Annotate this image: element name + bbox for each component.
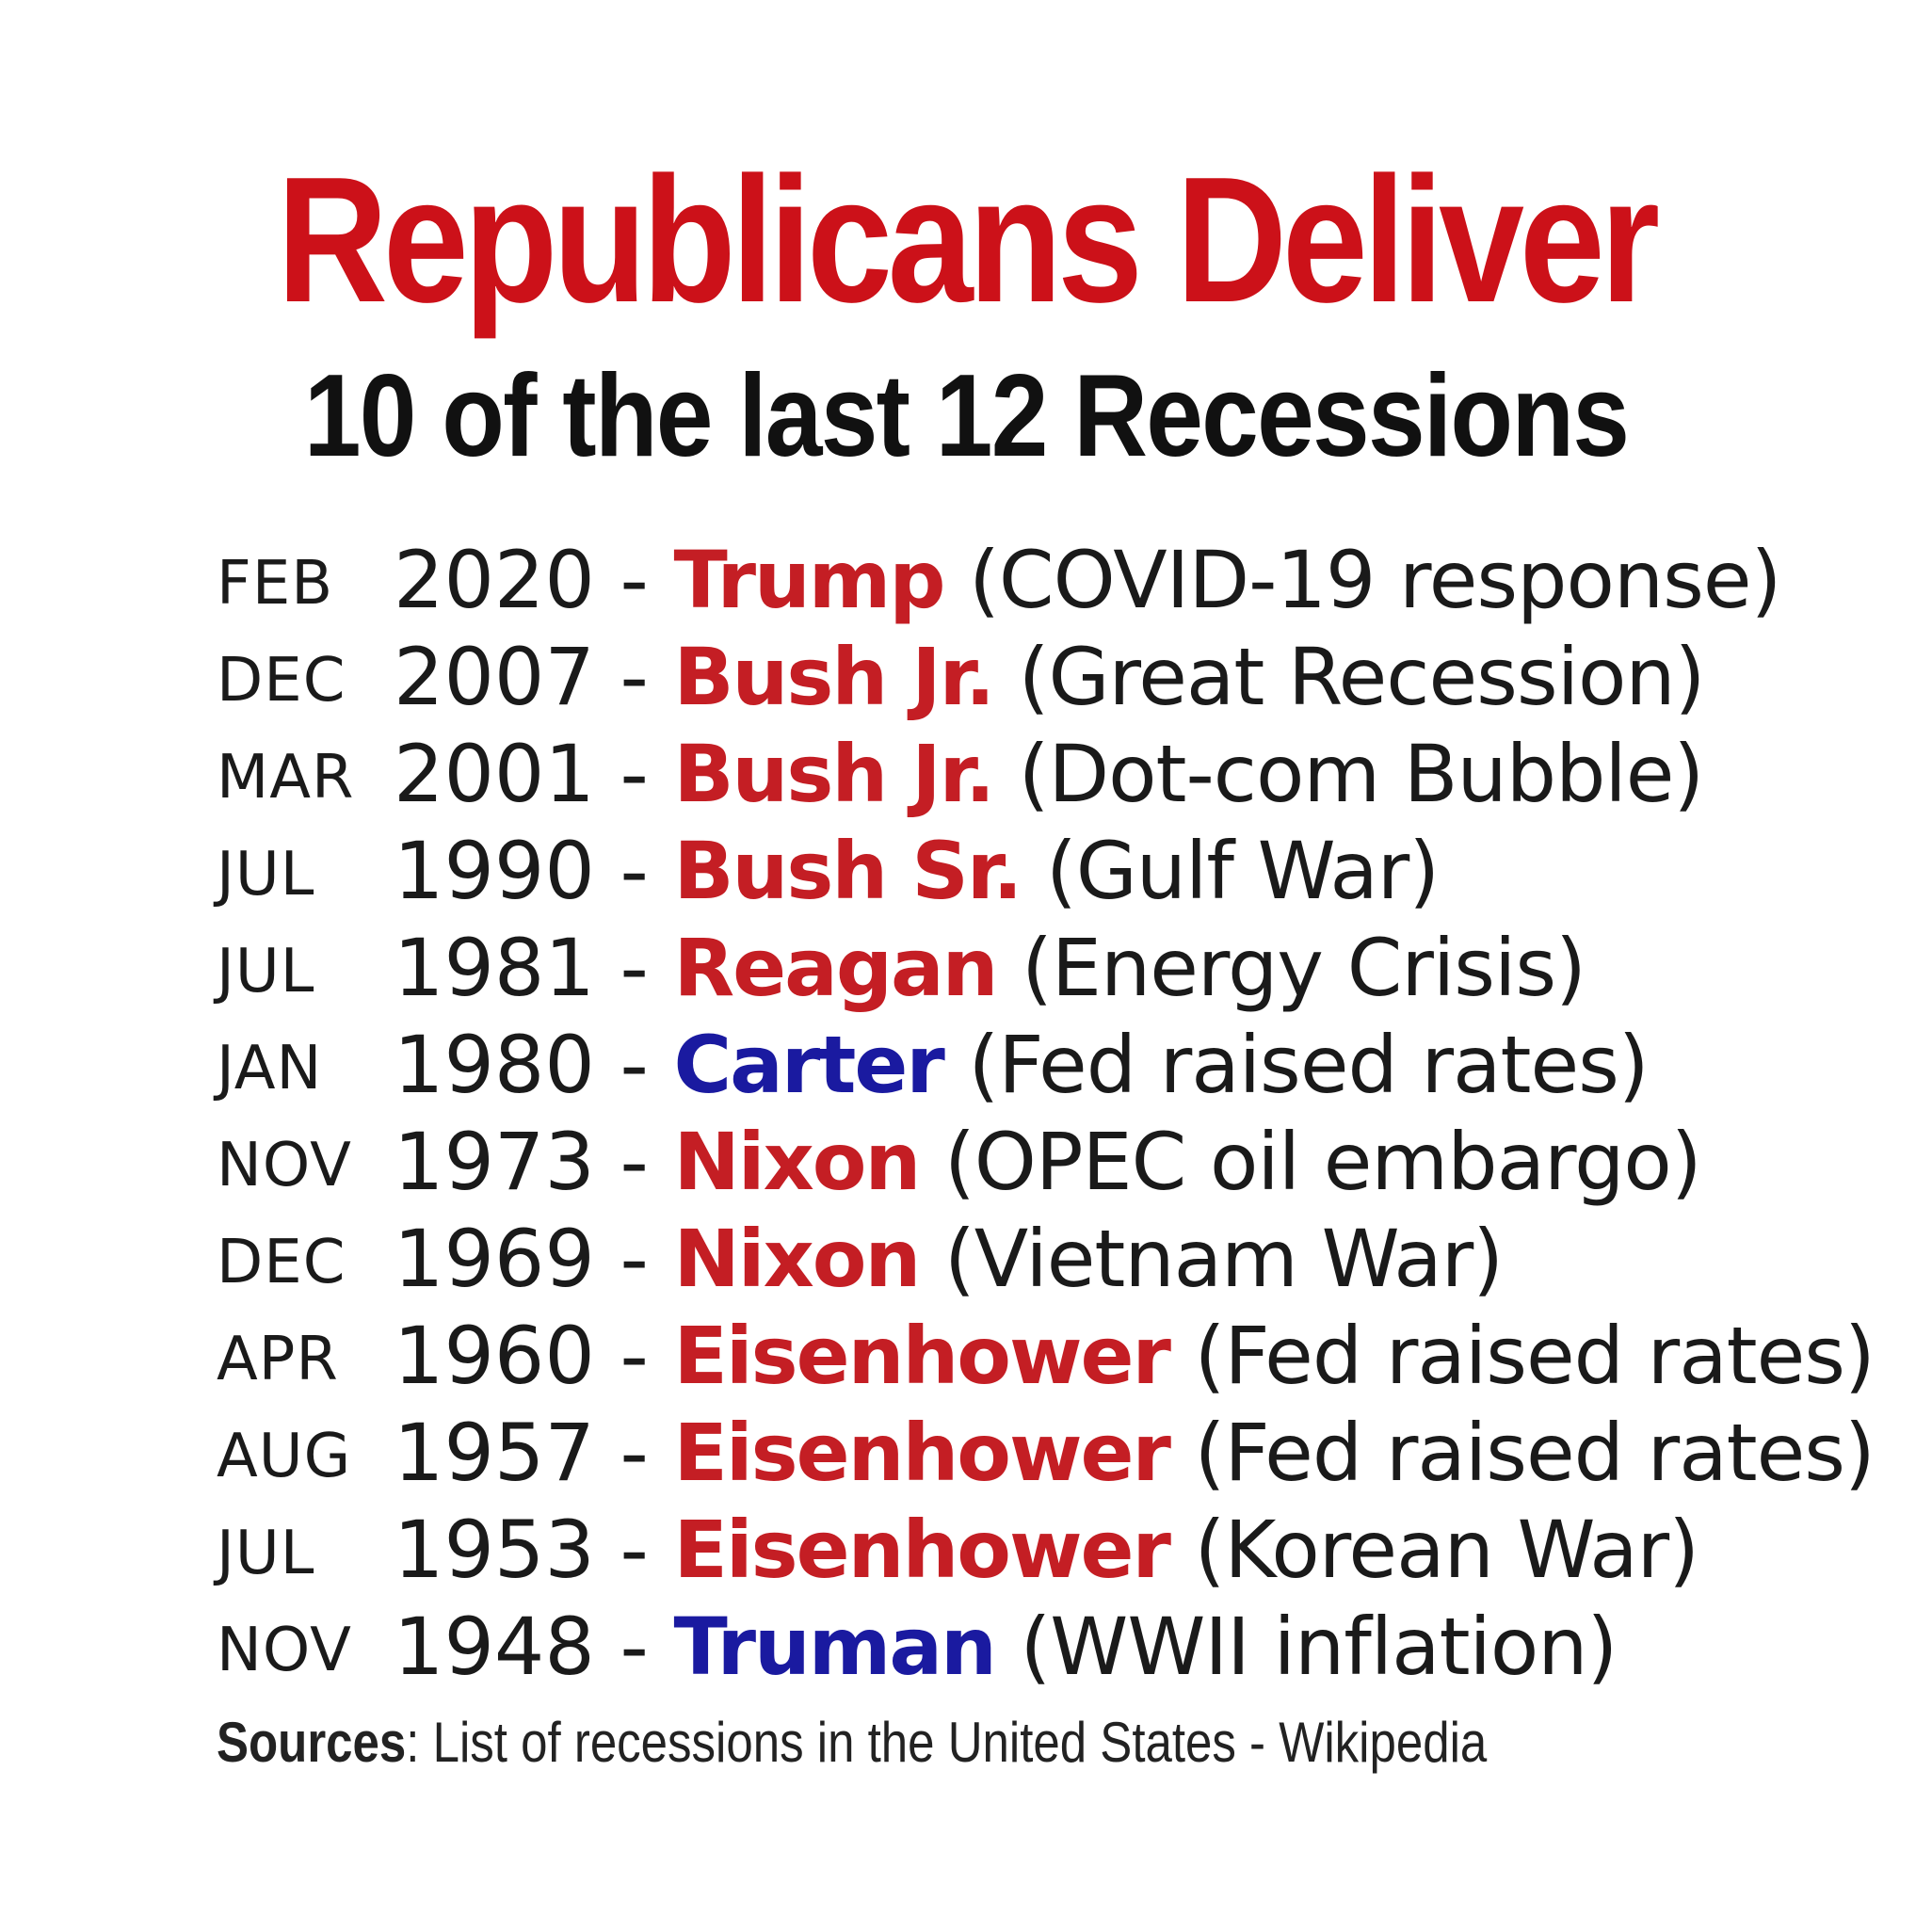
recession-line: 1957 - Eisenhower (Fed raised rates) bbox=[394, 1406, 1876, 1500]
recession-line: 1981 - Reagan (Energy Crisis) bbox=[394, 921, 1586, 1015]
recession-row: DEC 2007 - Bush Jr. (Great Recession) bbox=[217, 622, 1761, 723]
separator-dash: - bbox=[620, 1310, 649, 1402]
sources-text: : List of recessions in the United State… bbox=[406, 1711, 1488, 1774]
recession-line: 1973 - Nixon (OPEC oil embargo) bbox=[394, 1115, 1702, 1209]
president-name: Bush Jr. bbox=[673, 728, 995, 820]
recession-line: 2020 - Trump (COVID-19 response) bbox=[394, 533, 1781, 627]
page-title: Republicans Deliver bbox=[277, 140, 1660, 340]
president-name: Eisenhower bbox=[673, 1504, 1171, 1596]
recession-line: 1960 - Eisenhower (Fed raised rates) bbox=[394, 1309, 1876, 1403]
recession-cause: (Fed raised rates) bbox=[968, 1019, 1650, 1111]
separator-dash: - bbox=[620, 922, 649, 1014]
recession-month: DEC bbox=[217, 1228, 346, 1297]
recession-month: MAR bbox=[217, 743, 355, 813]
separator-dash: - bbox=[620, 631, 649, 723]
recession-cause: (Dot-com Bubble) bbox=[1018, 728, 1704, 820]
recession-year: 1960 bbox=[394, 1310, 595, 1402]
recession-row: APR 1960 - Eisenhower (Fed raised rates) bbox=[217, 1301, 1876, 1402]
separator-dash: - bbox=[620, 1504, 649, 1596]
president-name: Carter bbox=[673, 1019, 945, 1111]
recession-year: 1948 bbox=[394, 1601, 595, 1693]
recession-row: JUL 1990 - Bush Sr. (Gulf War) bbox=[217, 816, 1761, 917]
separator-dash: - bbox=[620, 1116, 649, 1208]
recession-month: DEC bbox=[217, 646, 346, 716]
recession-year: 1969 bbox=[394, 1213, 595, 1305]
president-name: Eisenhower bbox=[673, 1310, 1171, 1402]
separator-dash: - bbox=[620, 728, 649, 820]
recession-line: 1953 - Eisenhower (Korean War) bbox=[394, 1503, 1699, 1597]
president-name: Nixon bbox=[673, 1213, 922, 1305]
page-subtitle: 10 of the last 12 Recessions bbox=[303, 351, 1630, 481]
recession-row: AUG 1957 - Eisenhower (Fed raised rates) bbox=[217, 1398, 1876, 1499]
separator-dash: - bbox=[620, 1407, 649, 1499]
recession-row: JUL 1953 - Eisenhower (Korean War) bbox=[217, 1495, 1761, 1596]
recession-month: JUL bbox=[217, 937, 315, 1006]
recession-line: 2007 - Bush Jr. (Great Recession) bbox=[394, 630, 1706, 724]
recession-year: 2007 bbox=[394, 631, 595, 723]
separator-dash: - bbox=[620, 825, 649, 917]
separator-dash: - bbox=[620, 1019, 649, 1111]
recession-cause: (Korean War) bbox=[1194, 1504, 1699, 1596]
recession-year: 2001 bbox=[394, 728, 595, 820]
recession-line: 2001 - Bush Jr. (Dot-com Bubble) bbox=[394, 727, 1704, 821]
recession-cause: (Fed raised rates) bbox=[1194, 1407, 1876, 1499]
recession-line: 1969 - Nixon (Vietnam War) bbox=[394, 1212, 1504, 1306]
recession-cause: (WWII inflation) bbox=[1020, 1601, 1618, 1693]
recession-month: JAN bbox=[217, 1034, 323, 1103]
president-name: Nixon bbox=[673, 1116, 922, 1208]
recession-cause: (Great Recession) bbox=[1018, 631, 1706, 723]
recession-year: 1953 bbox=[394, 1504, 595, 1596]
recession-year: 1981 bbox=[394, 922, 595, 1014]
recession-cause: (COVID-19 response) bbox=[969, 534, 1781, 626]
recession-row: NOV 1973 - Nixon (OPEC oil embargo) bbox=[217, 1107, 1761, 1208]
separator-dash: - bbox=[620, 1213, 649, 1305]
recession-month: FEB bbox=[217, 549, 334, 619]
recession-month: NOV bbox=[217, 1616, 352, 1685]
recession-month: NOV bbox=[217, 1131, 352, 1200]
sources-note: Sources: List of recessions in the Unite… bbox=[217, 1709, 1487, 1777]
separator-dash: - bbox=[620, 534, 649, 626]
recession-year: 1957 bbox=[394, 1407, 595, 1499]
recession-month: AUG bbox=[217, 1422, 352, 1491]
recession-line: 1980 - Carter (Fed raised rates) bbox=[394, 1018, 1650, 1112]
recession-row: JUL 1981 - Reagan (Energy Crisis) bbox=[217, 913, 1761, 1014]
recession-row: JAN 1980 - Carter (Fed raised rates) bbox=[217, 1010, 1761, 1111]
president-name: Trump bbox=[673, 534, 946, 626]
recession-month: JUL bbox=[217, 1519, 315, 1588]
recession-cause: (Gulf War) bbox=[1045, 825, 1440, 917]
president-name: Reagan bbox=[673, 922, 999, 1014]
recession-month: APR bbox=[217, 1325, 339, 1394]
recession-cause: (OPEC oil embargo) bbox=[944, 1116, 1702, 1208]
recession-cause: (Energy Crisis) bbox=[1022, 922, 1586, 1014]
president-name: Bush Sr. bbox=[673, 825, 1023, 917]
recession-line: 1948 - Truman (WWII inflation) bbox=[394, 1600, 1618, 1694]
sources-label: Sources bbox=[217, 1711, 407, 1774]
recession-year: 1990 bbox=[394, 825, 595, 917]
recession-row: DEC 1969 - Nixon (Vietnam War) bbox=[217, 1204, 1761, 1305]
recession-year: 2020 bbox=[394, 534, 595, 626]
president-name: Truman bbox=[673, 1601, 997, 1693]
recession-row: NOV 1948 - Truman (WWII inflation) bbox=[217, 1592, 1761, 1693]
president-name: Eisenhower bbox=[673, 1407, 1171, 1499]
president-name: Bush Jr. bbox=[673, 631, 995, 723]
recession-year: 1973 bbox=[394, 1116, 595, 1208]
recession-list: FEB 2020 - Trump (COVID-19 response) DEC… bbox=[217, 525, 1876, 1693]
recession-row: MAR 2001 - Bush Jr. (Dot-com Bubble) bbox=[217, 719, 1761, 820]
recession-cause: (Fed raised rates) bbox=[1194, 1310, 1876, 1402]
recession-year: 1980 bbox=[394, 1019, 595, 1111]
recession-cause: (Vietnam War) bbox=[944, 1213, 1504, 1305]
recession-row: FEB 2020 - Trump (COVID-19 response) bbox=[217, 525, 1781, 626]
recession-month: JUL bbox=[217, 840, 315, 910]
separator-dash: - bbox=[620, 1601, 649, 1693]
recession-line: 1990 - Bush Sr. (Gulf War) bbox=[394, 824, 1440, 918]
